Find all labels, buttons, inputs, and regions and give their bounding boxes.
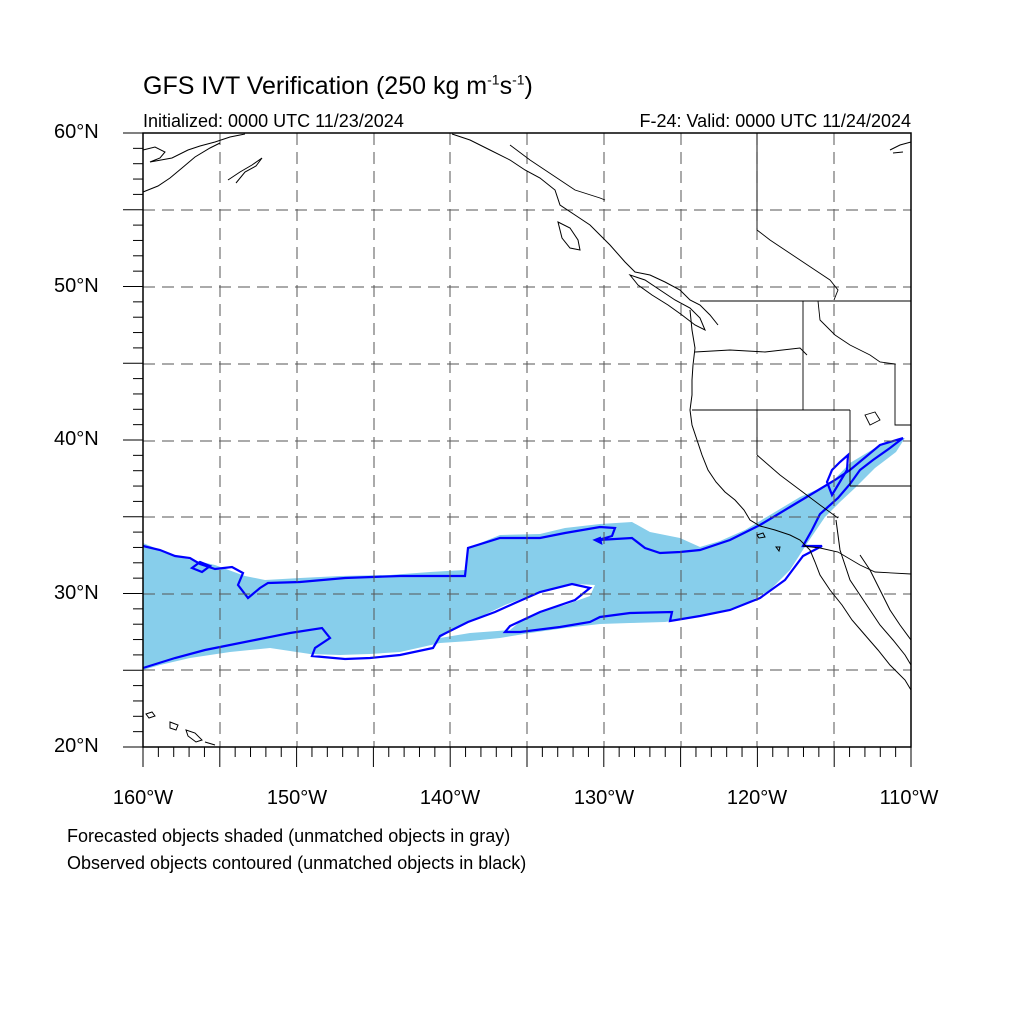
wa-or-border — [694, 347, 808, 356]
grid-lines — [143, 133, 911, 747]
lon-label-110w: 110°W — [879, 787, 939, 809]
init-time-label: Initialized: 0000 UTC 11/23/2024 — [143, 111, 404, 131]
footnote-forecast: Forecasted objects shaded (unmatched obj… — [67, 826, 511, 846]
observed-contour-nv-blob — [825, 452, 850, 498]
mexico-coast — [859, 554, 912, 641]
lat-label-30n: 30°N — [54, 582, 99, 604]
channel-islands — [756, 532, 781, 553]
lon-label-140w: 140°W — [419, 787, 481, 809]
bc-alberta-border — [756, 133, 839, 301]
lat-label-50n: 50°N — [54, 275, 99, 297]
lon-label-160w: 160°W — [112, 787, 174, 809]
alaska-bc-border — [509, 144, 606, 201]
forecast-shaded-area — [143, 438, 905, 670]
political-boundaries — [509, 133, 912, 575]
lat-label-40n: 40°N — [54, 428, 99, 450]
alaska-coast — [142, 133, 246, 163]
us-mexico-border — [802, 545, 912, 575]
observed-contour-small-2 — [592, 536, 603, 545]
axis-ticks — [123, 132, 912, 767]
baja-gulf-coast — [835, 519, 912, 666]
forecast-inner-hole — [440, 584, 595, 638]
us-west-coast — [689, 309, 912, 691]
observed-ivt-contours — [142, 436, 904, 670]
observed-contour-main — [142, 436, 904, 670]
wy-border — [894, 364, 911, 426]
vancouver-island — [628, 273, 706, 332]
lon-label-150w: 150°W — [266, 787, 328, 809]
chart-title: GFS IVT Verification (250 kg m-1s-1) — [143, 71, 533, 100]
footnote-observed: Observed objects contoured (unmatched ob… — [67, 853, 527, 873]
lon-label-130w: 130°W — [573, 787, 635, 809]
kenai-islands — [227, 157, 263, 184]
hawaii-islands — [145, 711, 216, 746]
id-mt-border — [817, 300, 896, 365]
kodiak-coast — [142, 142, 221, 193]
se-alaska-coast — [451, 133, 719, 326]
ca-nv-diagonal — [756, 454, 839, 519]
lat-label-20n: 20°N — [54, 735, 99, 757]
coastlines — [142, 133, 912, 746]
forecast-ivt-object — [143, 438, 905, 670]
lat-label-60n: 60°N — [54, 121, 99, 143]
nw-corner-coast — [889, 141, 912, 154]
lon-label-120w: 120°W — [726, 787, 788, 809]
great-salt-lake — [864, 411, 881, 426]
observed-contour-small-1 — [189, 560, 213, 574]
valid-time-label: F-24: Valid: 0000 UTC 11/24/2024 — [639, 111, 912, 131]
haida-gwaii — [557, 221, 581, 251]
